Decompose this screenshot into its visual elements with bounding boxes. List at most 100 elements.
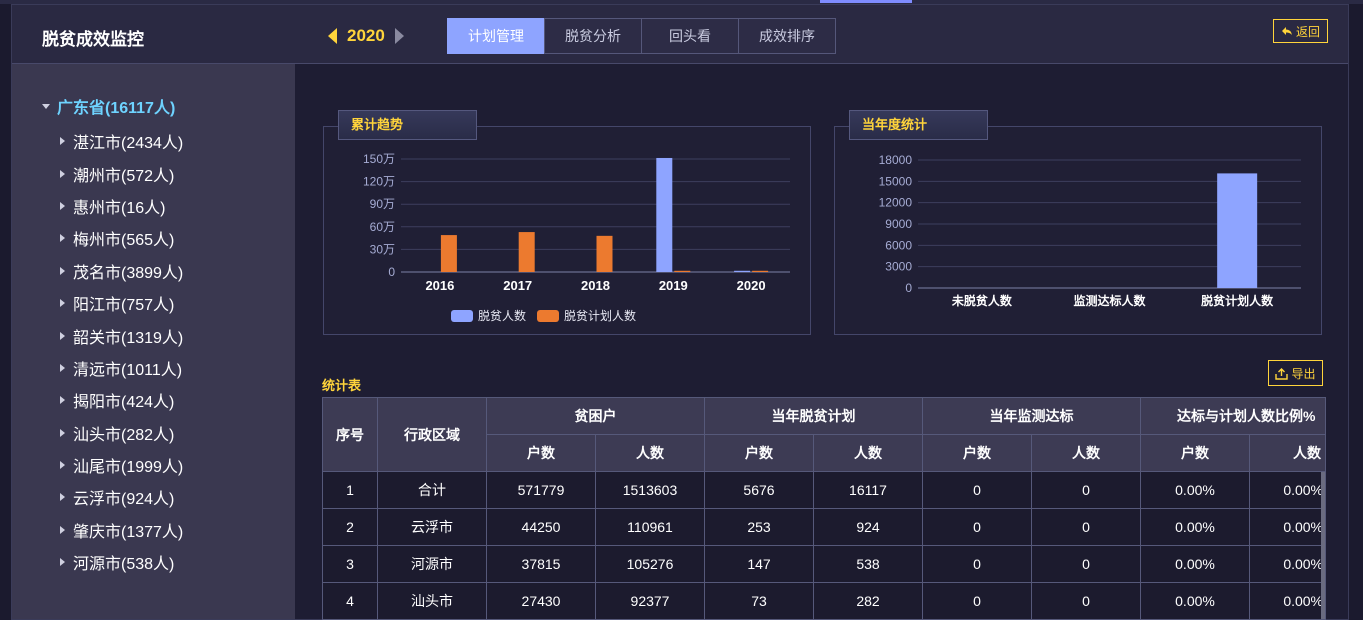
tree-item-label: 茂名市(3899人) xyxy=(73,264,184,282)
caret-right-icon[interactable] xyxy=(60,396,65,405)
subheader-households: 户数 xyxy=(704,434,814,472)
caret-right-icon[interactable] xyxy=(60,493,65,502)
tree-item-city[interactable]: 茂名市(3899人) xyxy=(60,255,183,287)
table-row[interactable]: 4 汕头市 27430 92377 73 282 0 0 0.00% 0.00% xyxy=(322,582,1327,620)
caret-right-icon[interactable] xyxy=(60,331,65,340)
stats-table-title: 统计表 xyxy=(322,378,362,393)
annual-chart-title: 当年度统计 xyxy=(849,110,988,140)
y-tick-label: 6000 xyxy=(885,238,912,252)
tree-root-guangdong[interactable]: 广东省(16117人) xyxy=(42,94,175,118)
back-label: 返回 xyxy=(1295,24,1320,39)
x-tick-label: 2016 xyxy=(425,278,454,293)
bar-planned xyxy=(674,270,691,272)
tab-review[interactable]: 回头看 xyxy=(641,18,739,54)
table-cell: 105276 xyxy=(595,545,705,583)
table-cell: 0 xyxy=(922,582,1032,620)
bar-lifted xyxy=(656,157,673,272)
tree-item-label: 肇庆市(1377人) xyxy=(73,523,184,541)
x-tick-label: 未脱贫人数 xyxy=(951,293,1013,308)
table-row[interactable]: 1 合计 571779 1513603 5676 16117 0 0 0.00% 0.00% xyxy=(322,471,1327,509)
caret-right-icon[interactable] xyxy=(60,558,65,567)
tab-plan-management[interactable]: 计划管理 xyxy=(447,18,545,54)
table-cell: 571779 xyxy=(486,471,596,509)
table-cell: 538 xyxy=(813,545,923,583)
table-cell: 0 xyxy=(1031,508,1141,546)
tree-item-city[interactable]: 韶关市(1319人) xyxy=(60,319,183,351)
tree-item-city[interactable]: 河源市(538人) xyxy=(60,546,183,578)
table-scrollbar[interactable] xyxy=(1321,472,1325,619)
export-button[interactable]: 导出 xyxy=(1268,360,1323,386)
table-cell: 云浮市 xyxy=(377,508,487,546)
tree-item-city[interactable]: 潮州市(572人) xyxy=(60,157,183,189)
tree-item-city[interactable]: 云浮市(924人) xyxy=(60,481,183,513)
table-row[interactable]: 3 河源市 37815 105276 147 538 0 0 0.00% 0.00% xyxy=(322,545,1327,583)
tab-poverty-analysis[interactable]: 脱贫分析 xyxy=(544,18,642,54)
next-year-arrow-icon[interactable] xyxy=(394,28,404,44)
year-selector: 2020 xyxy=(328,24,404,48)
caret-right-icon[interactable] xyxy=(60,169,65,178)
table-cell: 0 xyxy=(922,508,1032,546)
caret-right-icon[interactable] xyxy=(60,363,65,372)
stats-table: 序号 行政区域 贫困户 当年脱贫计划 当年监测达标 达标与计划人数比例% 户数 … xyxy=(322,397,1327,620)
table-cell: 924 xyxy=(813,508,923,546)
header-ratio: 达标与计划人数比例% xyxy=(1139,397,1327,435)
tree-item-label: 惠州市(16人) xyxy=(73,199,166,217)
table-cell: 0 xyxy=(922,545,1032,583)
table-row[interactable]: 2 云浮市 44250 110961 253 924 0 0 0.00% 0.00% xyxy=(322,508,1327,546)
tree-item-label: 阳江市(757人) xyxy=(73,297,175,315)
tree-item-city[interactable]: 阳江市(757人) xyxy=(60,287,183,319)
table-cell: 110961 xyxy=(595,508,705,546)
caret-right-icon[interactable] xyxy=(60,525,65,534)
tree-item-city[interactable]: 惠州市(16人) xyxy=(60,190,183,222)
caret-right-icon[interactable] xyxy=(60,201,65,210)
export-label: 导出 xyxy=(1291,366,1316,381)
caret-right-icon[interactable] xyxy=(60,299,65,308)
caret-right-icon[interactable] xyxy=(60,266,65,275)
tree-item-city[interactable]: 肇庆市(1377人) xyxy=(60,514,183,546)
table-cell: 147 xyxy=(704,545,814,583)
y-tick-label: 30万 xyxy=(370,242,395,256)
bar-planned xyxy=(440,235,457,272)
y-tick-label: 9000 xyxy=(885,217,912,231)
y-tick-label: 60万 xyxy=(370,220,395,234)
tree-children: 湛江市(2434人) 潮州市(572人) 惠州市(16人) 梅州市(565人) 茂名市(… xyxy=(60,125,183,578)
tree-item-city[interactable]: 揭阳市(424人) xyxy=(60,384,183,416)
table-cell: 4 xyxy=(322,582,378,620)
tab-effect-ranking[interactable]: 成效排序 xyxy=(738,18,836,54)
table-cell: 0.00% xyxy=(1248,471,1327,509)
legend-swatch xyxy=(451,310,473,322)
caret-right-icon[interactable] xyxy=(60,137,65,146)
stats-table-body: 1 合计 571779 1513603 5676 16117 0 0 0.00% 0.00% 2 云浮… xyxy=(322,471,1327,620)
caret-right-icon[interactable] xyxy=(60,428,65,437)
y-tick-label: 120万 xyxy=(363,175,395,189)
tree-item-city[interactable]: 梅州市(565人) xyxy=(60,222,183,254)
caret-down-icon[interactable] xyxy=(42,103,50,109)
y-tick-label: 12000 xyxy=(879,196,913,210)
table-cell: 253 xyxy=(704,508,814,546)
export-icon xyxy=(1275,367,1289,380)
back-button[interactable]: 返回 xyxy=(1273,19,1328,43)
caret-right-icon[interactable] xyxy=(60,234,65,243)
tree-item-label: 云浮市(924人) xyxy=(73,491,175,509)
tree-item-city[interactable]: 汕尾市(1999人) xyxy=(60,449,183,481)
table-cell: 0.00% xyxy=(1248,508,1327,546)
table-cell: 16117 xyxy=(813,471,923,509)
tree-item-city[interactable]: 汕头市(282人) xyxy=(60,417,183,449)
table-cell: 27430 xyxy=(486,582,596,620)
bar-planned xyxy=(518,232,535,272)
caret-right-icon[interactable] xyxy=(60,461,65,470)
tree-item-city[interactable]: 清远市(1011人) xyxy=(60,352,183,384)
table-cell: 0 xyxy=(1031,471,1141,509)
table-cell: 44250 xyxy=(486,508,596,546)
legend-label: 脱贫计划人数 xyxy=(564,308,636,323)
table-cell: 2 xyxy=(322,508,378,546)
table-cell: 1 xyxy=(322,471,378,509)
annual-chart: 0 3000 6000 9000 12000 15000 18000 未脱贫人数 监测达标人数 脱… xyxy=(879,153,1301,308)
tree-item-label: 韶关市(1319人) xyxy=(73,329,184,347)
x-tick-label: 监测达标人数 xyxy=(1073,293,1146,308)
prev-year-arrow-icon[interactable] xyxy=(328,28,337,44)
table-cell: 汕头市 xyxy=(377,582,487,620)
tree-item-city[interactable]: 湛江市(2434人) xyxy=(60,125,183,157)
table-cell: 0 xyxy=(1031,582,1141,620)
header-annual-monitoring: 当年监测达标 xyxy=(922,397,1141,435)
